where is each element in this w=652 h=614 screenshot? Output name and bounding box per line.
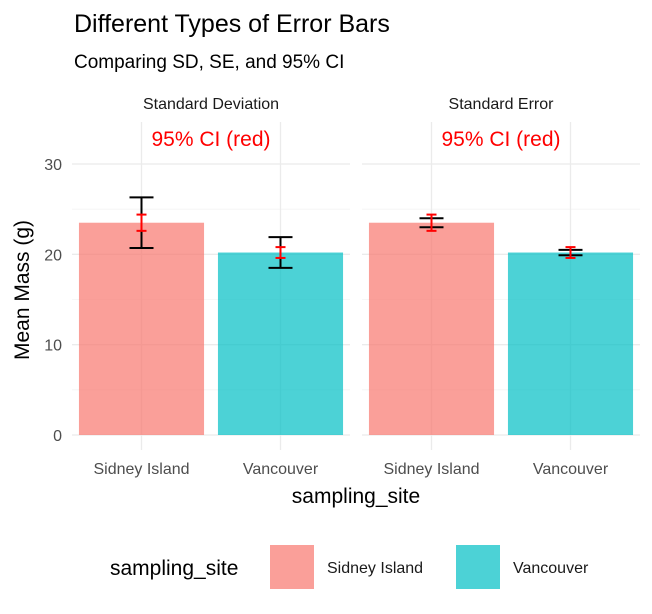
ci-error-bar — [565, 246, 576, 259]
y-tick-label: 20 — [44, 247, 62, 264]
y-axis: 0 10 20 30 — [44, 157, 62, 445]
y-tick-label: 10 — [44, 338, 62, 355]
legend-entry: Vancouver — [456, 545, 589, 589]
ci-annotation: 95% CI (red) — [441, 128, 560, 151]
chart-subtitle: Comparing SD, SE, and 95% CI — [74, 52, 344, 73]
facet-strip-label: Standard Deviation — [143, 96, 279, 113]
y-tick-label: 30 — [44, 157, 62, 174]
facets: Standard Deviation 95% CI (red) Sidney Isl… — [44, 96, 640, 478]
bar — [217, 252, 344, 435]
legend: sampling_site Sidney Island Vancouver — [110, 545, 589, 589]
x-tick-label: Vancouver — [533, 461, 609, 478]
bar — [78, 222, 205, 435]
legend-key — [456, 545, 500, 589]
bar — [507, 252, 634, 435]
x-tick-label: Sidney Island — [383, 461, 479, 478]
ci-error-bar — [136, 213, 147, 232]
y-axis-title: Mean Mass (g) — [11, 220, 34, 360]
facet-panel: Standard Deviation 95% CI (red) Sidney Isl… — [72, 96, 350, 478]
x-tick-label: Vancouver — [243, 461, 319, 478]
legend-label: Vancouver — [513, 560, 589, 577]
legend-entry: Sidney Island — [270, 545, 423, 589]
facet-panel: Standard Error 95% CI (red) Sidney Island V… — [362, 96, 640, 478]
chart-title: Different Types of Error Bars — [74, 10, 390, 38]
ci-error-bar — [275, 246, 286, 259]
ci-error-bar — [426, 213, 437, 232]
ci-annotation: 95% CI (red) — [151, 128, 270, 151]
x-axis-title: sampling_site — [292, 485, 420, 508]
legend-key — [270, 545, 314, 589]
legend-title: sampling_site — [110, 557, 238, 580]
legend-label: Sidney Island — [327, 560, 423, 577]
bar — [368, 222, 495, 435]
x-tick-label: Sidney Island — [93, 461, 189, 478]
facet-strip-label: Standard Error — [449, 96, 555, 113]
y-tick-label: 0 — [53, 428, 62, 445]
